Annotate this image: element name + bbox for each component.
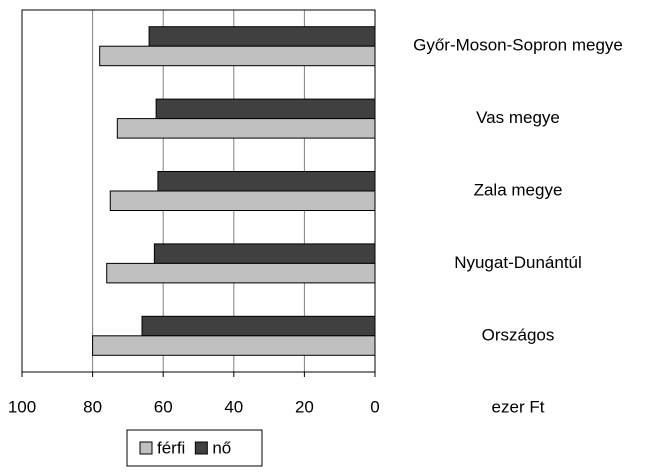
bar [155,98,376,120]
bar [153,243,376,264]
category-label: Országos [482,325,555,344]
bar [92,335,376,356]
category-label: Győr-Moson-Sopron megye [413,36,623,55]
x-axis-label: ezer Ft [492,397,545,416]
x-tick-label: 0 [370,397,379,416]
x-tick-label: 60 [154,397,173,416]
bar [148,26,376,47]
bar [116,118,376,139]
legend-label: férfi [157,438,185,457]
legend-swatch [139,441,153,455]
bar [99,45,376,67]
category-label: Vas megye [476,108,560,127]
legend-swatch [194,441,208,455]
x-tick-label: 80 [83,397,102,416]
x-tick-label: 20 [295,397,314,416]
category-label: Zala megye [474,180,563,199]
plot-frame [21,9,376,373]
category-label: Nyugat-Dunántúl [454,253,582,272]
bar [141,315,376,337]
bar [157,171,376,192]
x-tick-label: 40 [224,397,243,416]
x-tick-label: 100 [8,397,36,416]
bar [109,190,376,211]
legend-label: nő [212,438,231,457]
bar [106,262,376,284]
